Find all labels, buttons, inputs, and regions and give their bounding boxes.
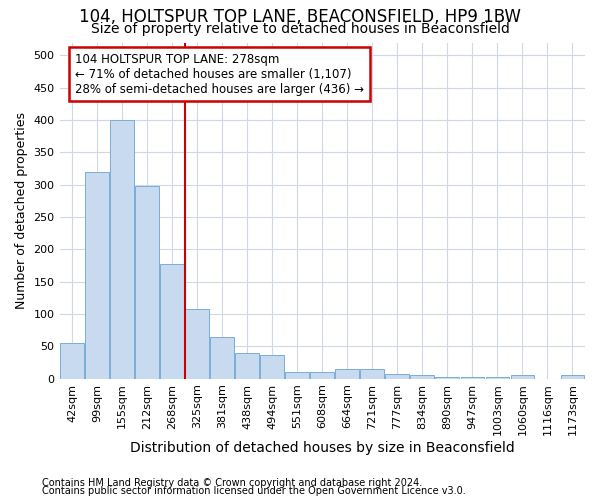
Bar bbox=[85, 172, 109, 378]
Bar bbox=[135, 186, 159, 378]
Bar bbox=[160, 264, 184, 378]
Bar bbox=[385, 374, 409, 378]
Bar bbox=[361, 369, 384, 378]
Bar bbox=[286, 372, 309, 378]
Text: Size of property relative to detached houses in Beaconsfield: Size of property relative to detached ho… bbox=[91, 22, 509, 36]
Text: Contains public sector information licensed under the Open Government Licence v3: Contains public sector information licen… bbox=[42, 486, 466, 496]
Bar bbox=[210, 336, 234, 378]
Bar bbox=[60, 343, 84, 378]
Bar bbox=[110, 120, 134, 378]
Bar bbox=[185, 309, 209, 378]
Bar bbox=[335, 369, 359, 378]
Text: Contains HM Land Registry data © Crown copyright and database right 2024.: Contains HM Land Registry data © Crown c… bbox=[42, 478, 422, 488]
X-axis label: Distribution of detached houses by size in Beaconsfield: Distribution of detached houses by size … bbox=[130, 441, 515, 455]
Bar bbox=[310, 372, 334, 378]
Text: 104 HOLTSPUR TOP LANE: 278sqm
← 71% of detached houses are smaller (1,107)
28% o: 104 HOLTSPUR TOP LANE: 278sqm ← 71% of d… bbox=[76, 52, 364, 96]
Bar bbox=[260, 355, 284, 378]
Bar bbox=[511, 376, 535, 378]
Bar bbox=[410, 376, 434, 378]
Bar bbox=[560, 376, 584, 378]
Y-axis label: Number of detached properties: Number of detached properties bbox=[15, 112, 28, 309]
Text: 104, HOLTSPUR TOP LANE, BEACONSFIELD, HP9 1BW: 104, HOLTSPUR TOP LANE, BEACONSFIELD, HP… bbox=[79, 8, 521, 26]
Bar bbox=[235, 353, 259, 378]
